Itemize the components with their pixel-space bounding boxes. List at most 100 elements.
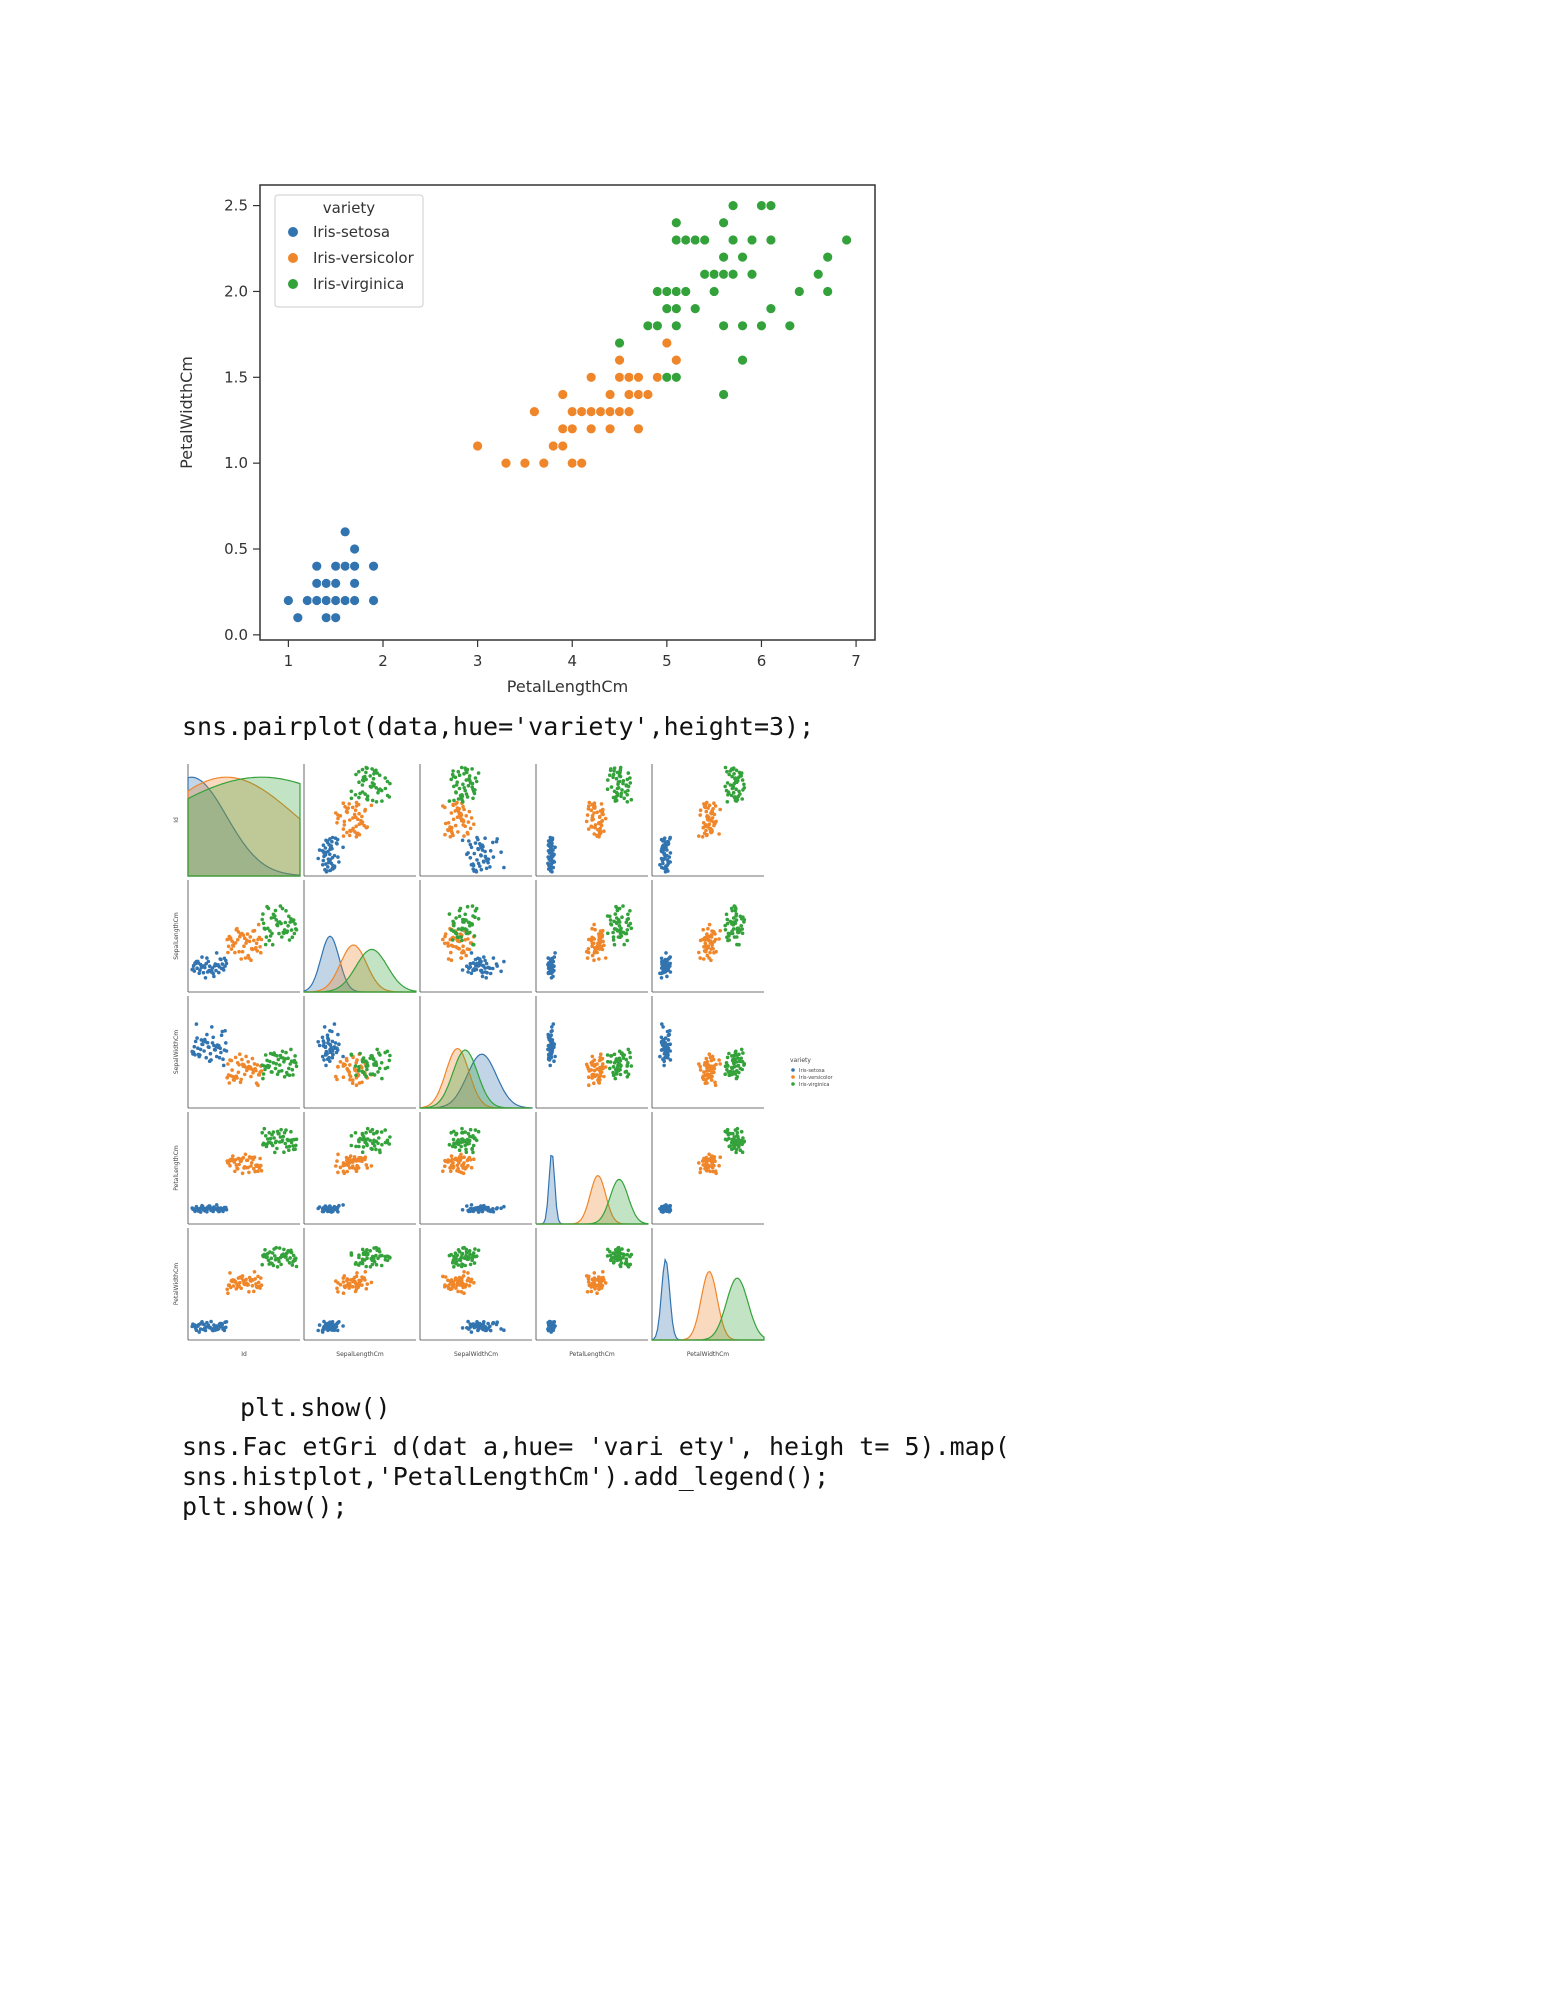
pair-legend-label: Iris-versicolor <box>799 1075 834 1081</box>
pair-point <box>378 787 382 791</box>
pair-point <box>257 1073 262 1077</box>
scatter-point <box>718 320 730 332</box>
pair-point <box>483 966 487 970</box>
pair-point <box>294 1256 298 1261</box>
pair-point <box>705 1158 709 1162</box>
pair-point <box>377 1148 382 1152</box>
pair-point <box>741 1136 745 1140</box>
pair-point <box>467 839 471 843</box>
pair-point <box>624 1057 629 1062</box>
x-tick-label: 1 <box>284 652 294 670</box>
code-pairplot: sns.pairplot(data,hue='variety',height=3… <box>182 712 815 741</box>
pair-point <box>287 1066 291 1071</box>
pair-point <box>252 938 256 943</box>
pair-point <box>282 1150 286 1154</box>
pair-point <box>265 1058 269 1063</box>
pair-point <box>465 795 470 799</box>
pair-point <box>279 1262 283 1267</box>
pair-point <box>268 1136 273 1141</box>
pair-point <box>662 1041 667 1045</box>
pair-point <box>466 937 470 941</box>
pair-point <box>725 921 730 926</box>
pair-point <box>237 949 241 954</box>
scatter-point <box>680 286 692 297</box>
pair-point <box>546 970 551 975</box>
pair-point <box>353 808 358 812</box>
scatter-point <box>614 406 625 418</box>
pair-point <box>277 1069 281 1074</box>
pair-point <box>360 767 365 772</box>
pair-point <box>379 1130 384 1134</box>
pair-point <box>488 1209 493 1214</box>
pair-point <box>260 1262 264 1267</box>
pair-point <box>707 803 712 808</box>
pair-point <box>626 1047 631 1052</box>
pair-point <box>620 1247 624 1251</box>
pair-point <box>265 1255 269 1259</box>
pair-point <box>617 906 622 911</box>
pair-point <box>294 1137 299 1142</box>
pair-point <box>348 1063 352 1067</box>
pair-point <box>293 922 297 926</box>
pair-point <box>329 1045 333 1050</box>
pair-point <box>363 807 368 812</box>
pair-point <box>214 1203 219 1207</box>
pair-point <box>334 1074 338 1079</box>
pair-point <box>468 1262 473 1267</box>
pair-point <box>252 1155 257 1159</box>
pair-point <box>548 1320 553 1324</box>
pair-point <box>471 961 476 965</box>
pair-point <box>587 1274 591 1279</box>
pair-point <box>452 1265 456 1269</box>
pair-point <box>495 1320 500 1324</box>
pair-point <box>254 946 258 950</box>
pair-point <box>376 1256 380 1261</box>
pair-point <box>480 1326 485 1331</box>
pair-point <box>360 1065 364 1070</box>
pair-point <box>486 1321 490 1326</box>
pair-point <box>250 1283 255 1288</box>
pair-point <box>322 1040 326 1045</box>
legend-label: Iris-setosa <box>313 223 390 241</box>
scatter-point <box>718 217 730 229</box>
pair-point <box>452 784 456 789</box>
pair-point <box>258 945 262 949</box>
pair-point <box>618 1067 622 1072</box>
pair-point <box>605 787 610 791</box>
pair-point <box>348 828 352 833</box>
pair-point <box>468 1322 473 1326</box>
pair-point <box>616 786 621 790</box>
pair-point <box>200 1042 205 1047</box>
pair-point <box>335 1159 339 1163</box>
pair-point <box>348 818 352 822</box>
pair-point <box>282 1059 286 1064</box>
pair-point <box>229 1058 234 1063</box>
pair-point <box>698 938 703 943</box>
pair-point <box>449 1169 453 1174</box>
pair-point <box>462 1155 466 1159</box>
pair-point <box>320 849 325 853</box>
pair-point <box>725 917 730 922</box>
scatter-point <box>661 303 673 315</box>
pair-point <box>478 864 482 868</box>
pair-point <box>606 1059 610 1064</box>
pair-point <box>592 801 597 805</box>
pair-point <box>608 918 613 922</box>
pair-y-label: PetalLengthCm <box>173 1145 180 1191</box>
pair-point <box>476 917 481 921</box>
scatter-point <box>661 337 673 349</box>
pair-point <box>345 830 349 835</box>
pair-point <box>707 922 712 927</box>
pair-point <box>713 804 718 808</box>
code-facetgrid-line2: sns.histplot,'PetalLengthCm').add_legend… <box>182 1462 830 1491</box>
pairplot-cell <box>651 880 764 993</box>
pair-point <box>590 1060 595 1064</box>
pair-point <box>459 1290 464 1294</box>
pair-point <box>266 1137 270 1141</box>
pair-point <box>338 1282 343 1287</box>
pair-point <box>353 1064 358 1068</box>
pair-point <box>467 1249 472 1253</box>
pair-point <box>730 908 735 913</box>
pair-point <box>290 935 295 939</box>
pair-point <box>611 938 616 942</box>
